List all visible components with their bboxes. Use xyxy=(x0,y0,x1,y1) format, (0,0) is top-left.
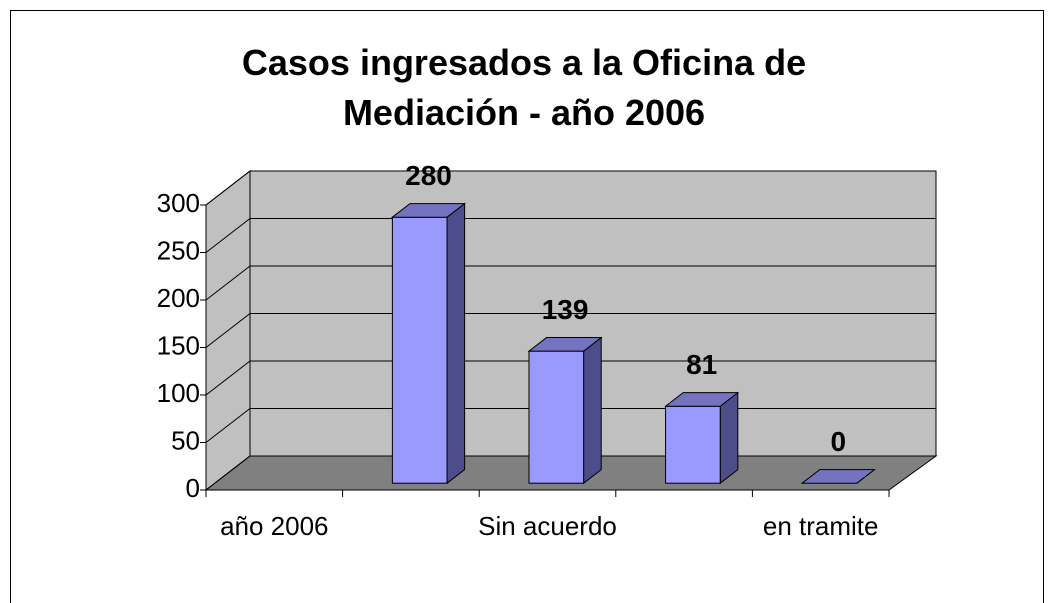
x-tick-label: año 2006 xyxy=(220,511,329,541)
chart-title: Casos ingresados a la Oficina de Mediaci… xyxy=(241,42,807,133)
bar-top xyxy=(800,469,876,484)
y-tick-label: 200 xyxy=(157,283,200,313)
y-tick-label: 50 xyxy=(171,425,200,455)
bar-side xyxy=(719,391,739,485)
grid-line xyxy=(205,455,251,491)
grid-line xyxy=(205,360,251,396)
x-tick-label: en tramite xyxy=(762,511,879,541)
grid-line xyxy=(205,218,251,253)
y-tick-label: 150 xyxy=(157,330,200,360)
value-label: 0 xyxy=(831,426,847,457)
bar xyxy=(528,350,585,484)
grid-line xyxy=(205,265,251,301)
bar-top xyxy=(527,337,603,352)
y-tick-label: 0 xyxy=(186,473,200,503)
grid-line xyxy=(205,408,251,443)
bar-top xyxy=(664,392,740,407)
grid-line xyxy=(205,170,251,206)
y-tick-label: 250 xyxy=(157,235,200,265)
bar xyxy=(665,405,721,484)
bar-side xyxy=(446,202,466,485)
grid-line xyxy=(205,313,251,348)
chart-frame xyxy=(10,10,1044,603)
bar-side xyxy=(583,336,602,485)
value-label: 81 xyxy=(686,349,717,380)
bar-top xyxy=(390,203,467,218)
bar xyxy=(391,216,448,484)
x-tick-label: Sin acuerdo xyxy=(478,511,617,541)
value-label: 139 xyxy=(542,294,589,325)
y-tick-label: 100 xyxy=(157,378,200,408)
value-label: 280 xyxy=(405,160,452,191)
y-tick-label: 300 xyxy=(157,188,200,218)
